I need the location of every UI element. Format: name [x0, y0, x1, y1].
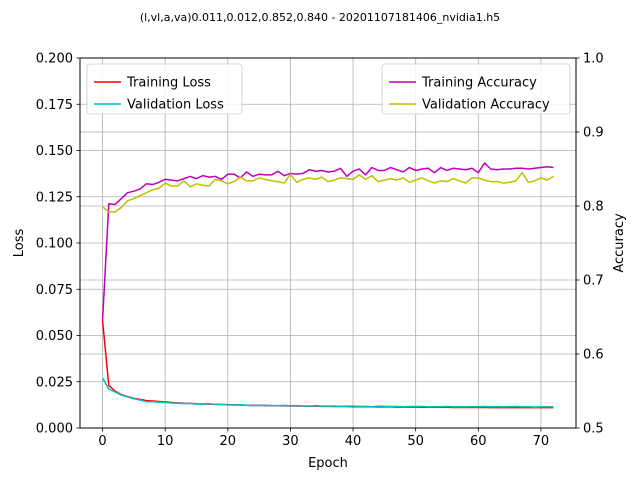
series-lines: [101, 162, 554, 409]
validation-loss-line: [101, 377, 554, 408]
y-axis-right: 0.5 0.6 0.7 0.8 0.9 1.0: [576, 52, 604, 437]
y-left-tick-label: 0.200: [36, 52, 73, 67]
x-tick-label: 30: [282, 434, 299, 449]
training-accuracy-legend-label: Training Accuracy: [421, 76, 537, 91]
y-right-tick-label: 0.6: [583, 348, 604, 363]
y-left-tick-label: 0.125: [36, 190, 73, 205]
y-left-tick-label: 0.100: [36, 237, 73, 252]
y-axis-left: 0.000 0.025 0.050 0.075 0.100 0.125 0.150 0.175…: [36, 52, 80, 437]
y-left-tick-label: 0.025: [36, 375, 73, 390]
legend-accuracy: Training Accuracy Validation Accuracy: [381, 63, 571, 115]
y-right-tick-label: 0.5: [583, 422, 604, 437]
validation-accuracy-line: [102, 171, 554, 213]
y-left-tick-label: 0.000: [36, 422, 73, 437]
y-right-tick-label: 0.8: [583, 200, 604, 215]
x-axis: 0 10 20 30 40 50 60 70: [98, 428, 549, 449]
training-accuracy-line: [101, 162, 554, 321]
x-tick-label: 40: [345, 434, 362, 449]
y-axis-left-label: Loss: [12, 229, 27, 258]
y-left-tick-label: 0.075: [36, 283, 73, 298]
legend-box: [86, 63, 243, 115]
y-right-tick-label: 1.0: [583, 52, 604, 67]
x-tick-label: 50: [407, 434, 424, 449]
y-axis-right-label: Accuracy: [612, 213, 627, 273]
y-right-tick-label: 0.9: [583, 126, 604, 141]
validation-accuracy-legend-label: Validation Accuracy: [422, 98, 550, 113]
x-tick-label: 0: [98, 434, 106, 449]
legend-box: [381, 63, 571, 115]
training-loss-legend-label: Training Loss: [126, 76, 211, 91]
x-tick-label: 10: [157, 434, 174, 449]
y-left-tick-label: 0.150: [36, 144, 73, 159]
x-tick-label: 20: [220, 434, 237, 449]
x-tick-label: 70: [533, 434, 550, 449]
legend-loss: Training Loss Validation Loss: [86, 63, 243, 115]
chart-title: (l,vl,a,va)0.011,0.012,0.852,0.840 - 202…: [140, 11, 500, 24]
y-left-tick-label: 0.050: [36, 329, 73, 344]
x-tick-label: 60: [470, 434, 487, 449]
y-left-tick-label: 0.175: [36, 98, 73, 113]
y-right-tick-label: 0.7: [583, 274, 604, 289]
x-axis-label: Epoch: [308, 456, 348, 471]
validation-loss-legend-label: Validation Loss: [127, 98, 224, 113]
